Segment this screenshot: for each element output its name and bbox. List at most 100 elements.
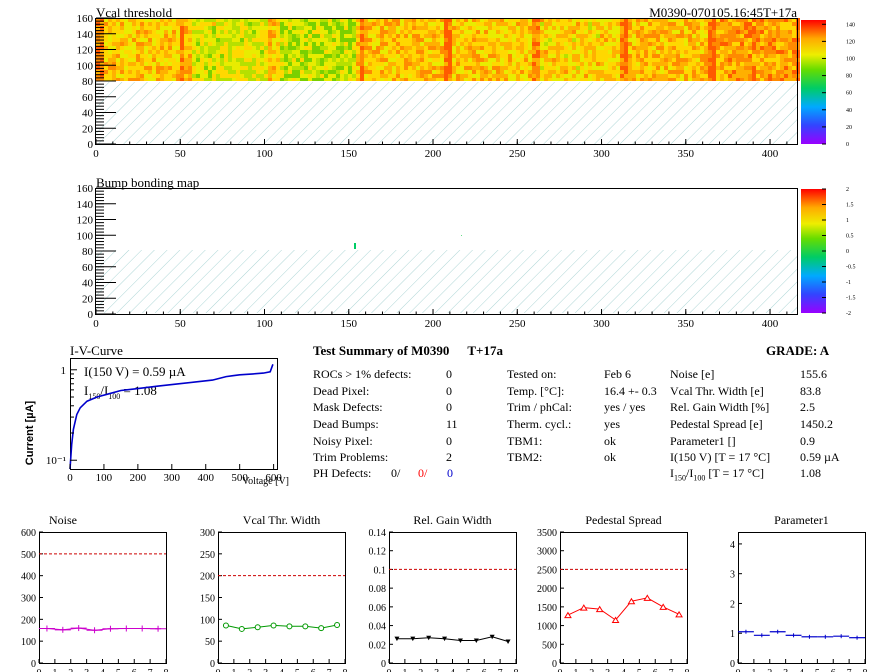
heat-cell [476, 34, 480, 38]
heat-cell [604, 46, 608, 50]
heat-cell [172, 50, 176, 54]
heat-cell [360, 34, 364, 38]
heat-cell [536, 46, 540, 50]
heat-cell [736, 26, 740, 30]
heat-cell [632, 42, 636, 46]
heat-cell [588, 70, 592, 74]
heat-cell [196, 22, 200, 26]
heat-cell [280, 62, 284, 66]
heat-cell [440, 42, 444, 46]
heat-cell [544, 50, 548, 54]
heat-cell [136, 70, 140, 74]
heat-cell [260, 30, 264, 34]
heat-cell [448, 34, 452, 38]
heat-cell [688, 50, 692, 54]
heat-cell [440, 26, 444, 30]
heat-cell [216, 70, 220, 74]
heat-cell [504, 74, 508, 78]
heat-cell [416, 66, 420, 70]
roc-chart-title: Parameter1 [774, 513, 829, 527]
roc-chart-title: Noise [49, 513, 77, 527]
heat-cell [352, 74, 356, 78]
heat-cell [372, 66, 376, 70]
heat-cell [512, 38, 516, 42]
heat-cell [180, 42, 184, 46]
heat-cell [112, 34, 116, 38]
heat-cell [432, 54, 436, 58]
heat-cell [256, 42, 260, 46]
heat-cell [412, 66, 416, 70]
heat-cell [680, 26, 684, 30]
condition-label: Therm. cycl.: [507, 417, 572, 432]
heat-cell [500, 78, 504, 81]
heat-cell [528, 46, 532, 50]
current-ratio-row: I150/I100 [T = 17 °C] 1.08 [670, 466, 870, 482]
heat-cell [564, 26, 568, 30]
heat-cell [124, 70, 128, 74]
heat-cell [728, 58, 732, 62]
heat-cell [720, 42, 724, 46]
heat-cell [344, 30, 348, 34]
roc-y-tick-label: 100 [21, 637, 36, 648]
heat-cell [340, 78, 344, 81]
heat-cell [516, 22, 520, 26]
heat-cell [404, 74, 408, 78]
heat-cell [572, 54, 576, 58]
heat-cell [176, 74, 180, 78]
heat-cell [440, 38, 444, 42]
heat-cell [144, 46, 148, 50]
iv-x-tick-label: 100 [96, 472, 113, 484]
heat-cell [212, 54, 216, 58]
heat-cell [436, 38, 440, 42]
heat-cell [356, 26, 360, 30]
heat-cell [236, 66, 240, 70]
heat-cell [792, 62, 796, 66]
heat-cell [532, 70, 536, 74]
heat-cell [280, 26, 284, 30]
y-tick-label: 60 [82, 92, 94, 104]
heat-cell [556, 74, 560, 78]
heat-cell [624, 34, 628, 38]
heat-cell [652, 54, 656, 58]
heat-cell [200, 38, 204, 42]
heat-cell [524, 30, 528, 34]
heat-cell [584, 78, 588, 81]
heat-cell [292, 34, 296, 38]
heat-cell [280, 46, 284, 50]
heat-cell [112, 54, 116, 58]
heat-cell [556, 50, 560, 54]
heat-cell [472, 70, 476, 74]
heat-cell [164, 62, 168, 66]
heat-cell [724, 34, 728, 38]
heat-cell [704, 58, 708, 62]
heat-cell [452, 22, 456, 26]
heat-cell [192, 22, 196, 26]
heat-cell [552, 42, 556, 46]
defect-value: 2 [446, 450, 452, 465]
heat-cell [340, 22, 344, 26]
heat-cell [96, 62, 100, 66]
heat-cell [684, 54, 688, 58]
roc-x-tick-label: 4 [799, 668, 804, 672]
heat-cell [560, 62, 564, 66]
heat-cell [432, 42, 436, 46]
heat-cell [344, 38, 348, 42]
heat-cell [780, 66, 784, 70]
heat-cell [444, 58, 448, 62]
heat-cell [156, 46, 160, 50]
heat-cell [100, 26, 104, 30]
heat-cell [792, 38, 796, 42]
heat-cell [760, 70, 764, 74]
heat-cell [128, 34, 132, 38]
heat-cell [664, 30, 668, 34]
heat-cell [784, 74, 788, 78]
heat-cell [344, 62, 348, 66]
heat-cell [408, 62, 412, 66]
heat-cell [604, 22, 608, 26]
heat-cell [496, 54, 500, 58]
heat-cell [556, 22, 560, 26]
heat-cell [792, 30, 796, 34]
ph-defects-label: PH Defects: [313, 466, 372, 480]
heat-cell [680, 66, 684, 70]
heat-cell [512, 18, 516, 22]
